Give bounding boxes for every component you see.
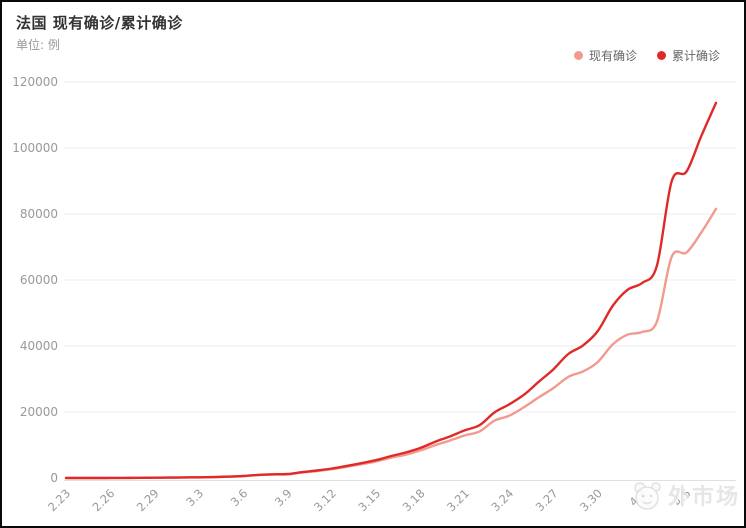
unit-label: 单位: 例 xyxy=(16,38,60,52)
x-axis-tick-label: 3.27 xyxy=(533,486,561,514)
y-axis-tick-label: 0 xyxy=(50,471,58,485)
series-line-current[interactable] xyxy=(64,207,718,480)
x-axis-tick-label: 3.6 xyxy=(228,486,251,509)
legend-item-current[interactable]: 现有确诊 xyxy=(573,47,637,64)
x-axis-tick-label: 2.29 xyxy=(134,486,162,514)
x-axis-tick-label: 3.18 xyxy=(400,486,428,514)
series-line-cumulative[interactable] xyxy=(64,101,718,480)
legend: 现有确诊 累计确诊 xyxy=(573,47,720,64)
x-axis-tick-label: 3.9 xyxy=(272,486,295,509)
y-axis-tick-label: 100000 xyxy=(12,141,58,155)
y-axis-tick-label: 60000 xyxy=(20,273,58,287)
x-axis-tick-label: 3.3 xyxy=(183,486,206,509)
legend-marker-cumulative-icon xyxy=(656,51,666,60)
x-axis-tick-label: 4.2 xyxy=(626,486,649,509)
y-axis-tick-label: 20000 xyxy=(20,405,58,419)
x-axis-tick-label: 3.24 xyxy=(488,486,516,514)
legend-item-cumulative[interactable]: 累计确诊 xyxy=(656,47,720,64)
legend-label-cumulative: 累计确诊 xyxy=(671,49,720,63)
x-axis-tick-label: 3.30 xyxy=(577,486,605,514)
page-title: 法国 现有确诊/累计确诊 xyxy=(16,14,183,32)
x-axis-tick-label: 3.12 xyxy=(311,486,339,514)
x-axis-tick-label: 2.23 xyxy=(45,486,73,514)
y-axis-tick-label: 40000 xyxy=(20,339,58,353)
legend-marker-current-icon xyxy=(573,51,583,60)
x-axis-tick-label: 3.21 xyxy=(444,486,472,514)
x-axis-tick-label: 2.26 xyxy=(89,486,117,514)
y-axis-tick-label: 80000 xyxy=(20,207,58,221)
y-axis-tick-label: 120000 xyxy=(12,75,58,89)
x-axis-tick-label: 4.5 xyxy=(671,486,694,509)
legend-label-current: 现有确诊 xyxy=(588,49,637,63)
x-axis-tick-label: 3.15 xyxy=(355,486,383,514)
